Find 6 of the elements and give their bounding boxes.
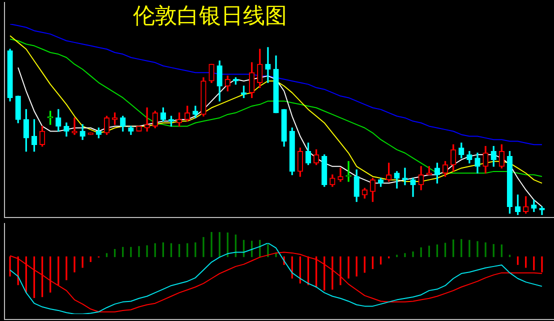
candlestick [265, 47, 271, 83]
candlestick [72, 117, 78, 135]
candlestick [346, 161, 352, 182]
candlestick [402, 168, 408, 186]
candlestick [144, 107, 150, 132]
chart-title: 伦敦白银日线图 [132, 3, 288, 31]
